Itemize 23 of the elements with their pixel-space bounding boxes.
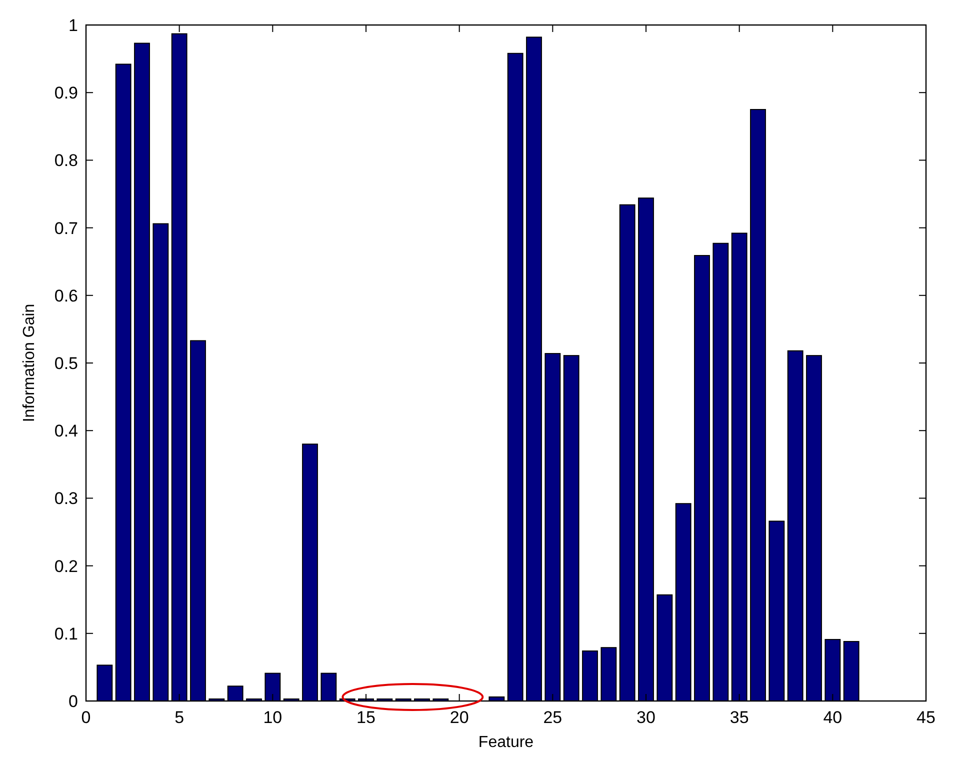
x-tick-label: 35 [730, 708, 749, 727]
x-tick-label: 20 [450, 708, 469, 727]
y-tick-label: 0.6 [54, 286, 78, 306]
x-tick-label: 15 [356, 708, 376, 727]
y-tick-label: 0.3 [54, 489, 78, 508]
x-tick-label: 25 [543, 708, 562, 727]
x-axis-title: Feature [478, 734, 534, 751]
x-tick-label: 30 [636, 708, 656, 727]
y-tick-label: 0 [68, 692, 78, 711]
y-tick-label: 0.2 [54, 556, 78, 576]
y-tick-label: 0.5 [54, 354, 78, 373]
y-tick-label: 0.8 [54, 151, 78, 170]
y-tick-label: 1 [68, 16, 78, 35]
y-tick-label: 0.1 [54, 624, 78, 644]
y-tick-label: 0.7 [54, 218, 78, 238]
x-tick-label: 40 [823, 708, 842, 727]
x-tick-label: 10 [263, 708, 282, 727]
y-axis-title: Information Gain [21, 304, 38, 422]
x-tick-label: 45 [916, 708, 936, 727]
x-tick-label: 5 [174, 708, 184, 727]
y-tick-label: 0.4 [54, 422, 78, 441]
y-tick-label: 0.9 [54, 84, 78, 103]
x-tick-label: 0 [81, 708, 91, 727]
